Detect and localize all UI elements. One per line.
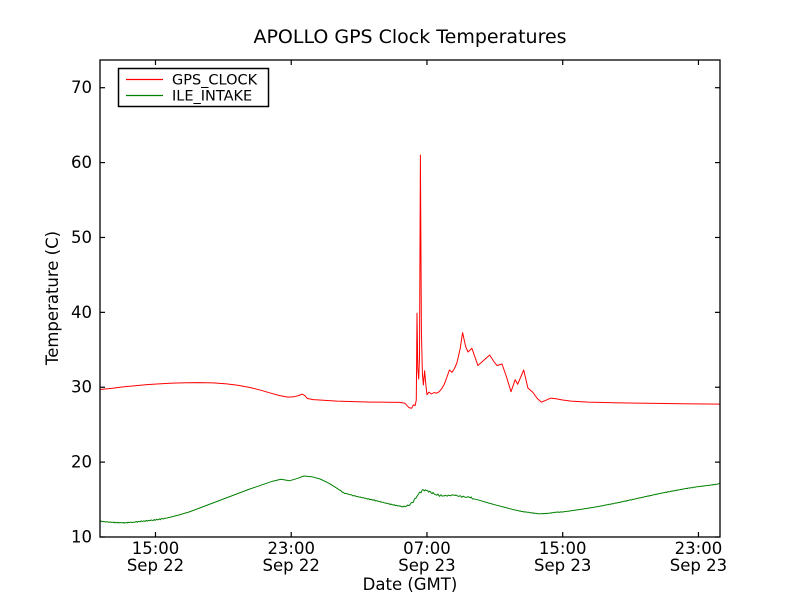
legend: GPS_CLOCK ILE_INTAKE [117, 67, 270, 108]
gps-clock-line [99, 154, 721, 409]
y-tick-label: 40 [71, 303, 92, 322]
x-tick-label-date: Sep 23 [670, 556, 727, 575]
x-tick-label-date: Sep 22 [263, 556, 320, 575]
x-tick-label-date: Sep 23 [534, 556, 591, 575]
x-tick-label-time: 23:00 [675, 539, 723, 558]
x-tick-label-time: 15:00 [539, 539, 587, 558]
plot-area [100, 60, 720, 537]
y-tick-label: 60 [71, 153, 92, 172]
axes-border [99, 59, 721, 538]
x-tick-label-date: Sep 23 [398, 556, 455, 575]
y-tick-label: 20 [71, 453, 92, 472]
y-tick-label: 30 [71, 378, 92, 397]
y-tick-label: 50 [71, 228, 92, 247]
y-tick-label: 10 [71, 528, 92, 547]
legend-label-ile-intake: ILE_INTAKE [172, 89, 252, 105]
x-tick-label-date: Sep 22 [127, 556, 184, 575]
legend-label-gps-clock: GPS_CLOCK [172, 73, 258, 89]
x-tick-label-time: 23:00 [267, 539, 315, 558]
legend-box [117, 67, 270, 108]
y-axis-label: Temperature (C) [43, 231, 62, 366]
y-tick-label: 70 [71, 78, 92, 97]
axis-ticks [100, 60, 720, 538]
ile-intake-line [99, 475, 721, 524]
x-tick-label-time: 15:00 [132, 539, 180, 558]
x-tick-label-time: 07:00 [403, 539, 451, 558]
x-axis-label: Date (GMT) [363, 575, 458, 594]
chart-title: APOLLO GPS Clock Temperatures [253, 26, 566, 48]
